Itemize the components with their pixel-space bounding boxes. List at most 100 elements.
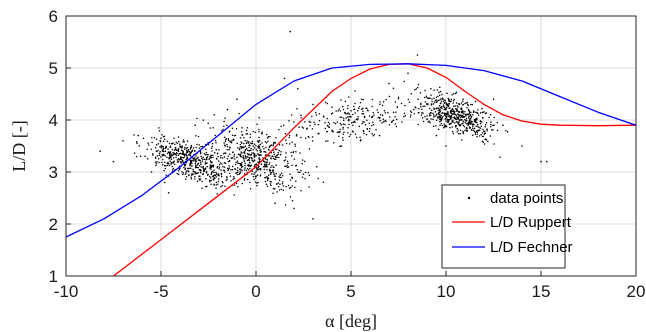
data-point (162, 136, 165, 138)
data-point (267, 177, 269, 180)
data-point (464, 121, 467, 124)
data-point (187, 150, 189, 152)
data-point (208, 179, 211, 182)
data-point (449, 116, 451, 118)
data-point (430, 112, 432, 114)
data-point (293, 158, 296, 160)
data-point (465, 117, 468, 120)
data-point (435, 113, 438, 115)
data-point (210, 166, 213, 169)
data-point (312, 218, 314, 220)
data-point (223, 156, 226, 158)
data-point (236, 173, 239, 176)
data-point (444, 108, 447, 111)
data-point (218, 166, 221, 168)
data-point (417, 123, 419, 126)
data-point (201, 145, 204, 148)
data-point (457, 122, 459, 125)
data-point (171, 169, 174, 171)
data-point (214, 177, 216, 180)
data-point (462, 120, 465, 123)
data-point (317, 177, 319, 180)
data-point (181, 145, 184, 147)
data-point (205, 148, 207, 150)
data-point (262, 145, 264, 148)
data-point (307, 135, 310, 138)
data-point (395, 125, 398, 128)
data-point (177, 150, 180, 152)
data-point (376, 109, 378, 111)
data-point (192, 160, 195, 162)
data-point (207, 154, 209, 156)
data-point (300, 136, 302, 139)
data-point (332, 130, 335, 133)
data-point (441, 107, 443, 109)
data-point (361, 112, 363, 115)
data-point (215, 181, 218, 184)
data-point (211, 145, 214, 148)
data-point (472, 113, 474, 116)
data-point (224, 152, 227, 154)
data-point (359, 101, 362, 104)
data-point (266, 158, 268, 161)
data-point (454, 113, 457, 116)
data-point (438, 91, 440, 94)
data-point (441, 93, 443, 96)
data-point (334, 122, 337, 125)
data-point (461, 109, 464, 112)
data-point (197, 135, 200, 138)
data-point (236, 169, 239, 172)
data-point (204, 163, 207, 165)
data-point (229, 147, 231, 149)
data-point (174, 146, 177, 149)
data-point (157, 149, 159, 152)
data-point (254, 171, 256, 174)
data-point (244, 148, 247, 151)
data-point (214, 139, 217, 142)
data-point (249, 187, 252, 190)
data-point (462, 132, 465, 135)
data-point (469, 123, 471, 125)
data-point (233, 153, 236, 156)
data-point (476, 123, 479, 126)
data-point (490, 123, 492, 126)
data-point (435, 96, 438, 99)
data-point (451, 116, 453, 118)
data-point (427, 121, 429, 123)
data-point (258, 145, 260, 148)
data-point (185, 178, 187, 180)
data-point (305, 128, 308, 130)
data-point (150, 171, 153, 173)
data-point (388, 82, 390, 85)
data-point (313, 121, 315, 124)
data-point (437, 128, 440, 131)
data-point (172, 156, 175, 159)
data-point (440, 122, 443, 125)
data-point (112, 160, 115, 163)
data-point (211, 164, 213, 167)
data-point (193, 173, 195, 175)
data-point (450, 110, 452, 112)
x-axis-label: α [deg] (325, 311, 377, 331)
data-point (269, 173, 272, 176)
data-point (196, 143, 198, 146)
data-point (202, 172, 205, 175)
data-point (171, 148, 174, 151)
x-tick-label: 5 (346, 282, 355, 301)
data-point (343, 131, 345, 134)
data-point (158, 152, 161, 155)
ticks: -10 -5 0 5 10 15 20 1 2 3 4 5 6 (49, 7, 646, 301)
data-point (254, 163, 256, 166)
data-point (429, 97, 431, 100)
data-point (226, 108, 229, 111)
data-point (352, 131, 354, 133)
data-point (161, 150, 164, 152)
data-point (221, 163, 223, 165)
data-point (245, 157, 247, 160)
data-point (224, 162, 227, 164)
data-point (279, 183, 281, 185)
data-point (275, 156, 277, 159)
data-point (246, 140, 248, 142)
data-point (342, 133, 344, 135)
data-point (233, 177, 236, 180)
